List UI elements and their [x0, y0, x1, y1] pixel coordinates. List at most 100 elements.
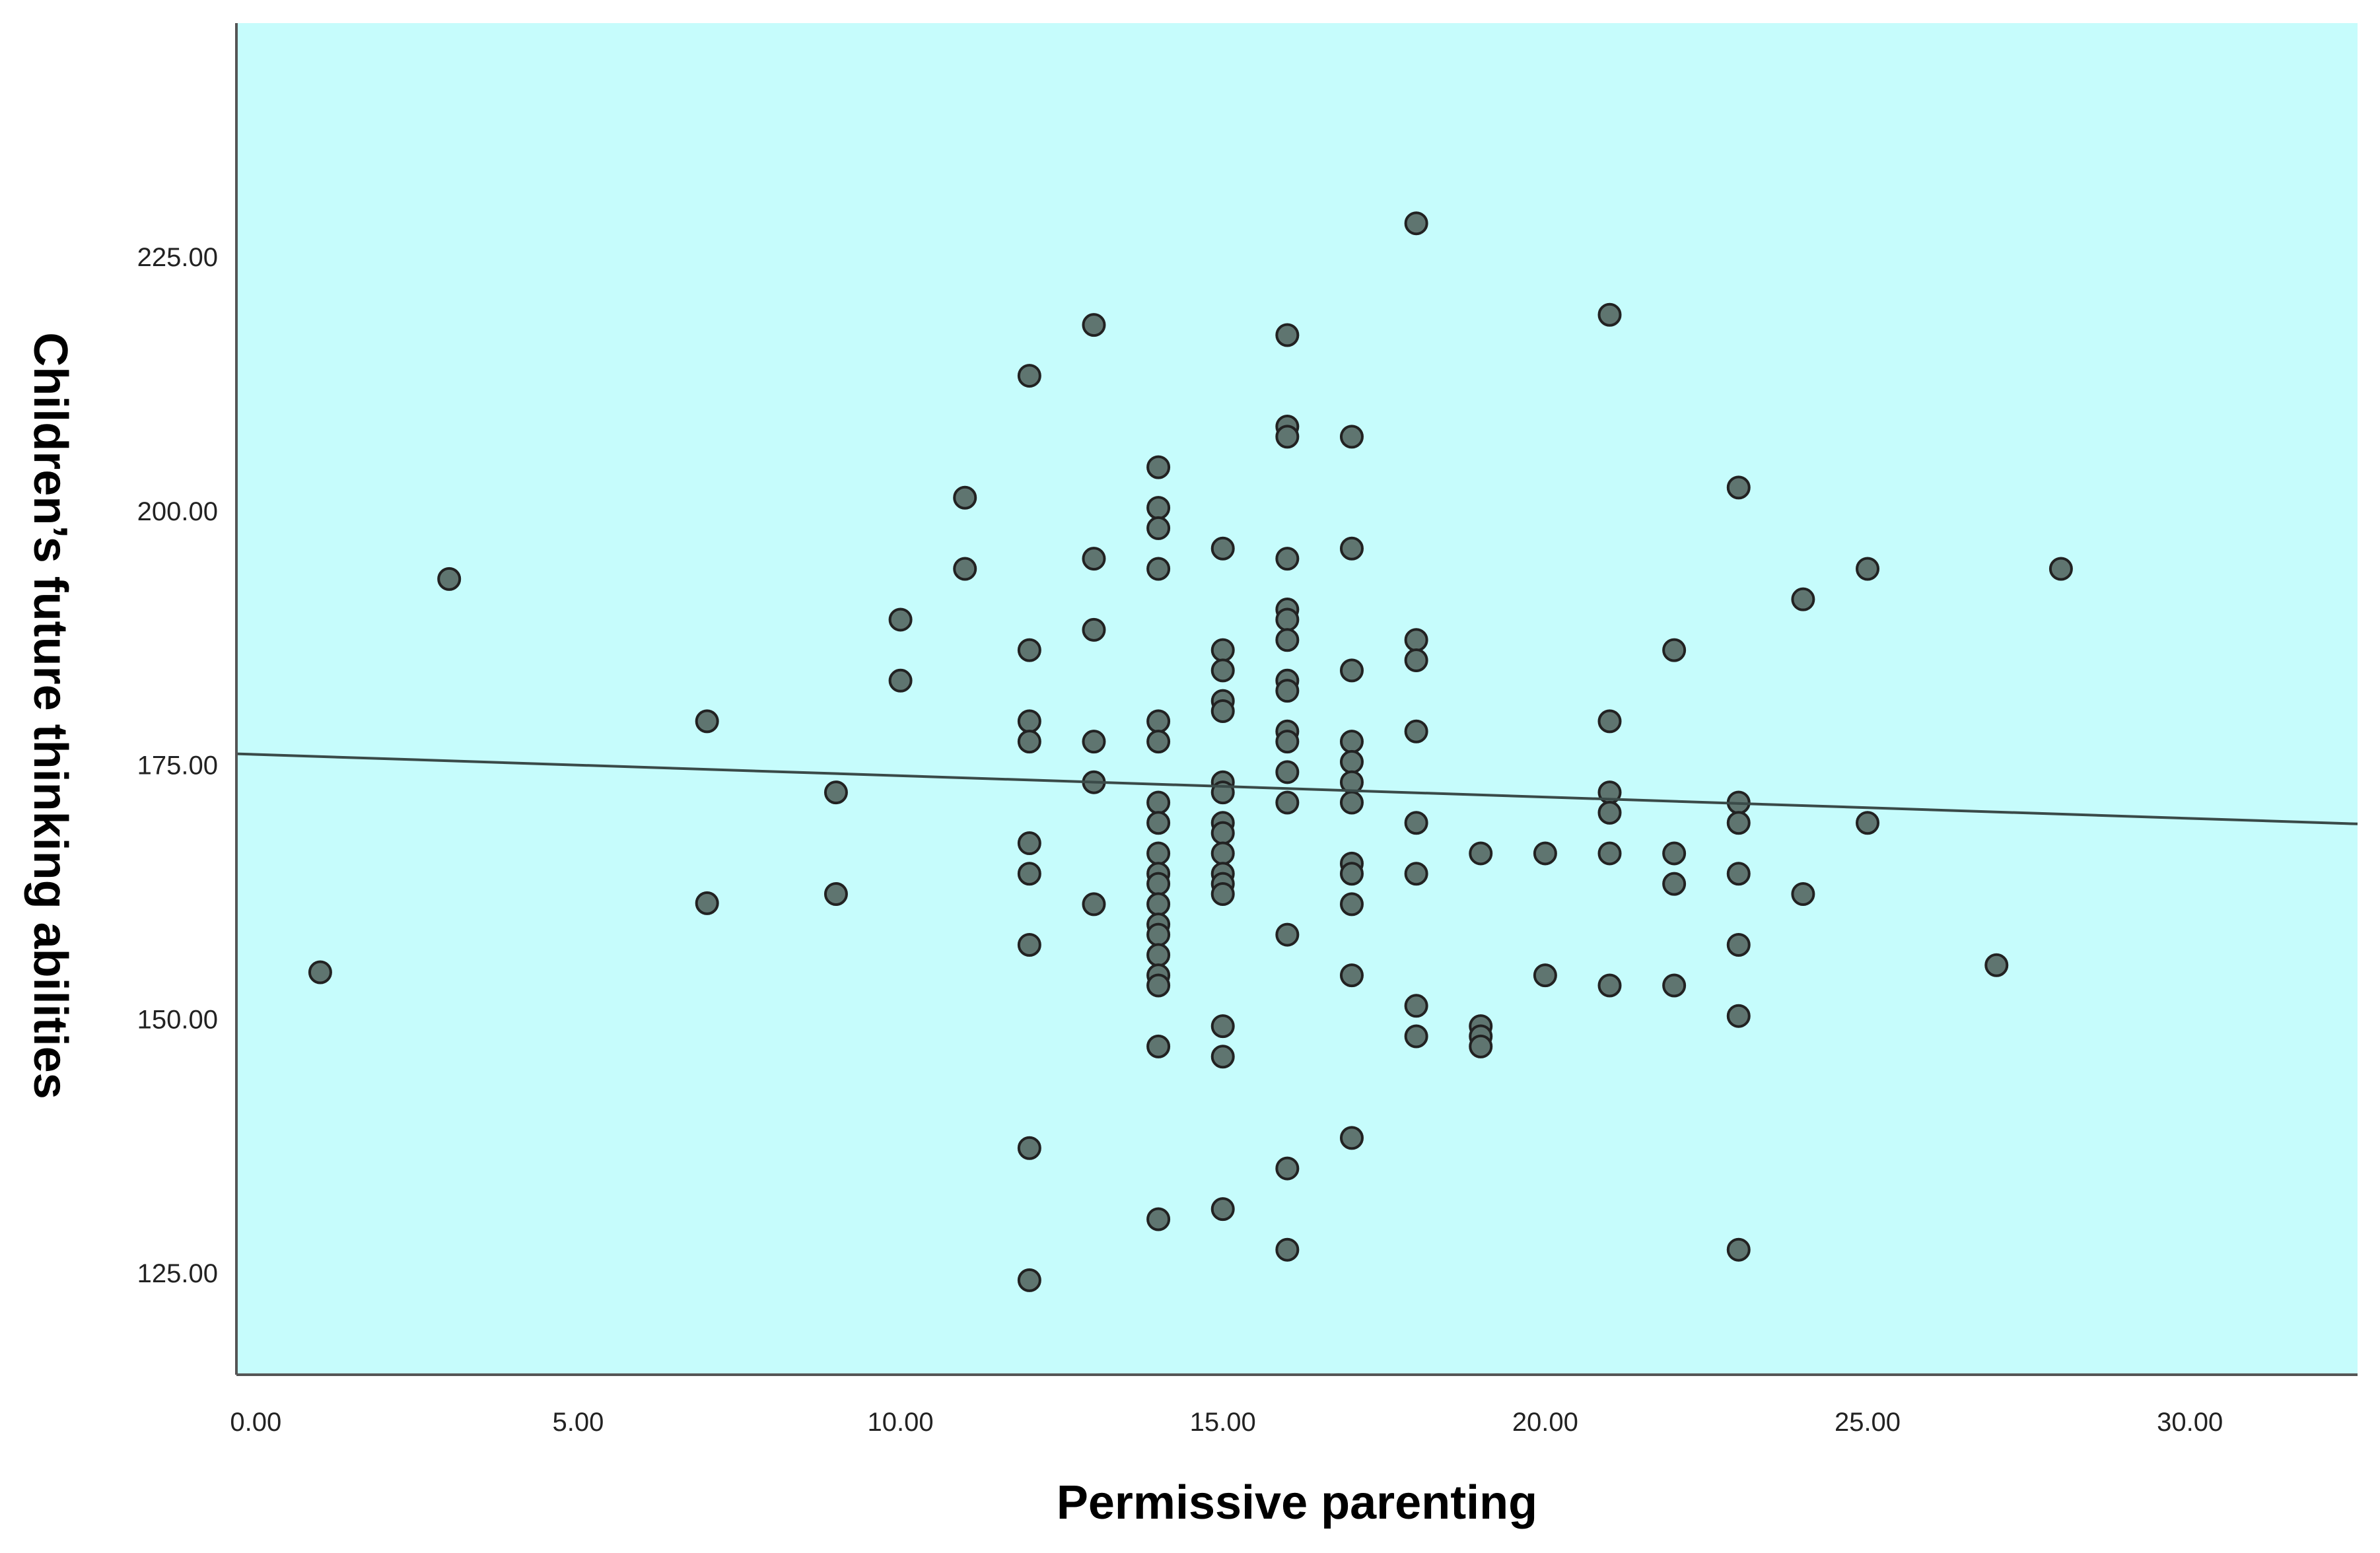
y-axis-ticks: 125.00 150.00 175.00 200.00 225.00	[137, 243, 218, 1288]
data-point	[1662, 841, 1687, 866]
data-point	[1017, 364, 1041, 388]
data-point	[1662, 638, 1687, 662]
data-point	[1597, 302, 1622, 327]
data-point	[1726, 932, 1751, 957]
data-point	[1856, 811, 1880, 835]
data-point	[1597, 800, 1622, 825]
data-point	[953, 485, 977, 510]
data-point	[1339, 749, 1364, 774]
x-axis-title: Permissive parenting	[1057, 1476, 1537, 1529]
data-point	[1146, 841, 1171, 866]
x-axis-ticks: 0.00 5.00 10.00 15.00 20.00 25.00 30.00	[230, 1408, 2223, 1437]
data-point	[1017, 709, 1041, 734]
data-point	[1210, 882, 1235, 907]
data-point	[1275, 679, 1300, 703]
data-point	[1210, 658, 1235, 683]
data-point	[1275, 730, 1300, 754]
data-point	[1339, 963, 1364, 988]
data-point	[1404, 211, 1428, 236]
data-point	[1146, 1207, 1171, 1231]
data-point	[1339, 1126, 1364, 1150]
data-point	[1210, 821, 1235, 845]
data-point	[1210, 638, 1235, 662]
data-point	[1469, 841, 1493, 866]
data-point	[1275, 607, 1300, 632]
data-point	[1017, 862, 1041, 886]
x-tick-label: 30.00	[2157, 1408, 2223, 1437]
data-point	[1404, 648, 1428, 673]
data-point	[1404, 1024, 1428, 1049]
data-point	[953, 557, 977, 581]
data-point	[1597, 841, 1622, 866]
data-point	[308, 960, 332, 984]
data-point	[1726, 811, 1751, 835]
data-point	[1146, 973, 1171, 998]
data-point	[1662, 872, 1687, 896]
data-point	[1146, 516, 1171, 540]
data-point	[1146, 455, 1171, 479]
y-tick-label: 175.00	[137, 751, 218, 780]
data-point	[1275, 547, 1300, 571]
data-point	[1146, 790, 1171, 815]
data-point	[1791, 882, 1815, 907]
data-point	[1275, 628, 1300, 652]
data-point	[1339, 892, 1364, 916]
data-point	[1726, 862, 1751, 886]
data-point	[1275, 922, 1300, 947]
x-tick-label: 25.00	[1835, 1408, 1901, 1437]
data-point	[1339, 730, 1364, 754]
data-point	[1146, 730, 1171, 754]
data-point	[1017, 638, 1041, 662]
data-point	[1726, 1004, 1751, 1028]
data-point	[1339, 790, 1364, 815]
data-point	[888, 607, 913, 632]
data-point	[1339, 425, 1364, 449]
data-point	[1146, 892, 1171, 916]
data-point	[1017, 1268, 1041, 1292]
data-point	[1469, 1034, 1493, 1058]
data-point	[1146, 922, 1171, 947]
x-tick-label: 20.00	[1512, 1408, 1578, 1437]
y-tick-label: 150.00	[137, 1005, 218, 1034]
data-point	[1146, 872, 1171, 896]
data-point	[1791, 587, 1815, 611]
data-point	[1017, 932, 1041, 957]
data-point	[1404, 628, 1428, 652]
data-point	[1017, 730, 1041, 754]
data-points	[308, 211, 2073, 1292]
data-point	[1017, 1136, 1041, 1160]
data-point	[695, 891, 719, 915]
data-point	[1210, 1014, 1235, 1039]
data-point	[1404, 811, 1428, 835]
x-tick-label: 15.00	[1190, 1408, 1256, 1437]
data-point	[1726, 1237, 1751, 1262]
data-point	[1146, 943, 1171, 967]
y-tick-label: 225.00	[137, 243, 218, 272]
data-point	[1275, 425, 1300, 449]
data-point	[1082, 892, 1106, 916]
data-point	[1082, 547, 1106, 571]
data-point	[823, 780, 848, 805]
fit-line	[236, 752, 2358, 825]
data-point	[1275, 1237, 1300, 1262]
data-point	[695, 709, 719, 734]
data-point	[1082, 313, 1106, 337]
x-tick-label: 10.00	[868, 1408, 934, 1437]
data-point	[1017, 831, 1041, 856]
y-tick-label: 200.00	[137, 497, 218, 526]
data-point	[1210, 841, 1235, 866]
data-point	[823, 882, 848, 907]
data-point	[1404, 862, 1428, 886]
data-point	[1533, 963, 1557, 988]
data-point	[1275, 760, 1300, 784]
data-point	[1726, 475, 1751, 500]
data-point	[1210, 1197, 1235, 1222]
data-point	[1533, 841, 1557, 866]
data-point	[1210, 1045, 1235, 1069]
data-point	[888, 668, 913, 693]
data-point	[1210, 536, 1235, 561]
data-point	[1146, 811, 1171, 835]
data-point	[1404, 719, 1428, 743]
data-point	[1856, 557, 1880, 581]
data-point	[1082, 730, 1106, 754]
